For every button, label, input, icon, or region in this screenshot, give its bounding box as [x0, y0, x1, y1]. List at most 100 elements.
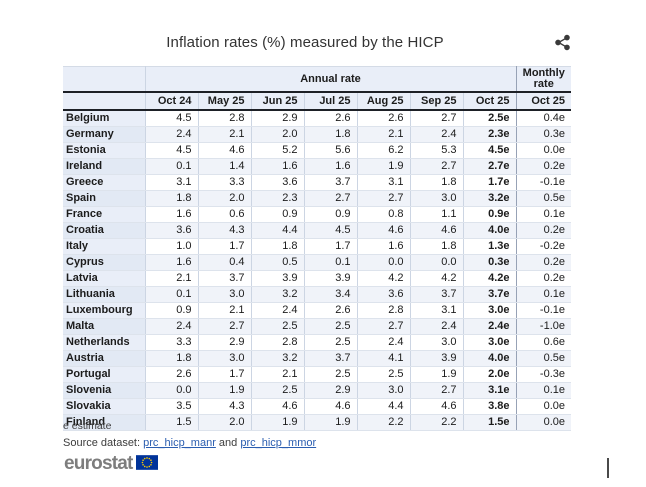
- annual-value-cell: 0.1: [303, 254, 357, 271]
- annual-value-cell: 2.4: [144, 126, 198, 143]
- source-link-mmor[interactable]: prc_hicp_mmor: [240, 437, 317, 449]
- country-cell: Slovakia: [63, 398, 145, 415]
- month-column-header: May 25: [197, 92, 251, 111]
- eurostat-logo: eurostat: [64, 451, 158, 477]
- month-column-header: Jul 25: [303, 92, 357, 111]
- share-button[interactable]: [551, 32, 573, 54]
- annual-value-cell: 3.5: [144, 398, 198, 415]
- annual-value-cell: 2.7: [409, 158, 463, 175]
- annual-value-cell: 3.7: [409, 286, 463, 303]
- annual-value-cell: 3.0: [409, 190, 463, 207]
- annual-value-cell: 3.6: [144, 222, 198, 239]
- annual-value-cell: 2.7: [197, 318, 251, 335]
- annual-value-cell: 0.0: [144, 382, 198, 399]
- annual-value-cell: 3.1e: [462, 382, 516, 399]
- table-row: Italy 1.0 1.7 1.8 1.7 1.6 1.8 1.3e -0.2e: [63, 238, 571, 255]
- monthly-value-cell: 0.6e: [515, 334, 571, 351]
- annual-value-cell: 2.6: [356, 110, 410, 127]
- source-link-manr[interactable]: prc_hicp_manr: [143, 437, 216, 449]
- annual-value-cell: 1.3e: [462, 238, 516, 255]
- annual-value-cell: 1.7: [197, 238, 251, 255]
- monthly-rate-header: Monthly rate: [515, 66, 571, 93]
- country-cell: Austria: [63, 350, 145, 367]
- annual-value-cell: 4.4: [250, 222, 304, 239]
- annual-value-cell: 2.8: [250, 334, 304, 351]
- annual-value-cell: 2.7: [409, 382, 463, 399]
- monthly-value-cell: 0.2e: [515, 254, 571, 271]
- monthly-value-cell: 0.4e: [515, 110, 571, 127]
- annual-value-cell: 2.4: [409, 318, 463, 335]
- source-line: Source dataset: prc_hicp_manr and prc_hi…: [63, 437, 316, 449]
- annual-value-cell: 2.5: [250, 382, 304, 399]
- annual-value-cell: 3.1: [144, 174, 198, 191]
- monthly-value-cell: 0.5e: [515, 190, 571, 207]
- table-row: Latvia 2.1 3.7 3.9 3.9 4.2 4.2 4.2e 0.2e: [63, 270, 571, 287]
- annual-value-cell: 3.0e: [462, 302, 516, 319]
- annual-value-cell: 4.0e: [462, 222, 516, 239]
- source-prefix: Source dataset:: [63, 437, 144, 449]
- annual-value-cell: 1.6: [144, 206, 198, 223]
- table-row: Croatia 3.6 4.3 4.4 4.5 4.6 4.6 4.0e 0.2e: [63, 222, 571, 239]
- annual-value-cell: 1.6: [303, 158, 357, 175]
- annual-value-cell: 3.6: [356, 286, 410, 303]
- annual-value-cell: 4.1: [356, 350, 410, 367]
- table-row: Malta 2.4 2.7 2.5 2.5 2.7 2.4 2.4e -1.0e: [63, 318, 571, 335]
- annual-value-cell: 2.9: [250, 110, 304, 127]
- eurostat-logo-text: eurostat: [64, 453, 133, 474]
- text-cursor-artifact: [607, 458, 609, 478]
- annual-value-cell: 3.3: [144, 334, 198, 351]
- annual-value-cell: 3.8e: [462, 398, 516, 415]
- monthly-value-cell: -1.0e: [515, 318, 571, 335]
- annual-value-cell: 0.8: [356, 206, 410, 223]
- annual-value-cell: 4.6: [197, 142, 251, 159]
- annual-value-cell: 3.0: [197, 350, 251, 367]
- annual-value-cell: 4.5: [144, 110, 198, 127]
- annual-value-cell: 2.6: [144, 366, 198, 383]
- annual-value-cell: 2.1: [197, 126, 251, 143]
- annual-value-cell: 3.0: [356, 382, 410, 399]
- corner-cell: [63, 92, 145, 111]
- annual-value-cell: 4.6: [409, 398, 463, 415]
- annual-value-cell: 2.4: [356, 334, 410, 351]
- annual-value-cell: 0.0: [356, 254, 410, 271]
- annual-value-cell: 0.9: [303, 206, 357, 223]
- country-cell: Finland: [63, 414, 145, 431]
- annual-value-cell: 1.7e: [462, 174, 516, 191]
- table-row: Belgium 4.5 2.8 2.9 2.6 2.6 2.7 2.5e 0.4e: [63, 110, 571, 127]
- country-cell: Belgium: [63, 110, 145, 127]
- widget-header: Inflation rates (%) measured by the HICP: [63, 30, 571, 58]
- annual-value-cell: 2.8: [356, 302, 410, 319]
- annual-value-cell: 1.9: [409, 366, 463, 383]
- annual-value-cell: 4.6: [356, 222, 410, 239]
- annual-value-cell: 2.4e: [462, 318, 516, 335]
- country-cell: Ireland: [63, 158, 145, 175]
- monthly-value-cell: -0.3e: [515, 366, 571, 383]
- annual-value-cell: 2.5: [250, 318, 304, 335]
- annual-value-cell: 3.3: [197, 174, 251, 191]
- annual-value-cell: 2.4: [144, 318, 198, 335]
- annual-value-cell: 1.9: [197, 382, 251, 399]
- annual-value-cell: 1.6: [250, 158, 304, 175]
- annual-value-cell: 1.9: [250, 414, 304, 431]
- annual-value-cell: 1.5e: [462, 414, 516, 431]
- monthly-value-cell: 0.2e: [515, 222, 571, 239]
- table-row: Portugal 2.6 1.7 2.1 2.5 2.5 1.9 2.0e -0.3e: [63, 366, 571, 383]
- annual-value-cell: 1.4: [197, 158, 251, 175]
- country-cell: France: [63, 206, 145, 223]
- annual-value-cell: 4.2: [409, 270, 463, 287]
- month-column-header: Oct 25: [462, 92, 516, 111]
- annual-value-cell: 1.7: [303, 238, 357, 255]
- monthly-month-header: Oct 25: [515, 92, 571, 111]
- annual-value-cell: 1.8: [144, 190, 198, 207]
- share-icon: [554, 34, 570, 51]
- monthly-value-cell: 0.2e: [515, 158, 571, 175]
- monthly-value-cell: 0.1e: [515, 382, 571, 399]
- annual-value-cell: 0.4: [197, 254, 251, 271]
- monthly-value-cell: -0.1e: [515, 174, 571, 191]
- table-row: Netherlands 3.3 2.9 2.8 2.5 2.4 3.0 3.0e 0.6e: [63, 334, 571, 351]
- country-cell: Estonia: [63, 142, 145, 159]
- annual-value-cell: 2.4: [250, 302, 304, 319]
- annual-value-cell: 2.3e: [462, 126, 516, 143]
- annual-value-cell: 5.6: [303, 142, 357, 159]
- country-cell: Slovenia: [63, 382, 145, 399]
